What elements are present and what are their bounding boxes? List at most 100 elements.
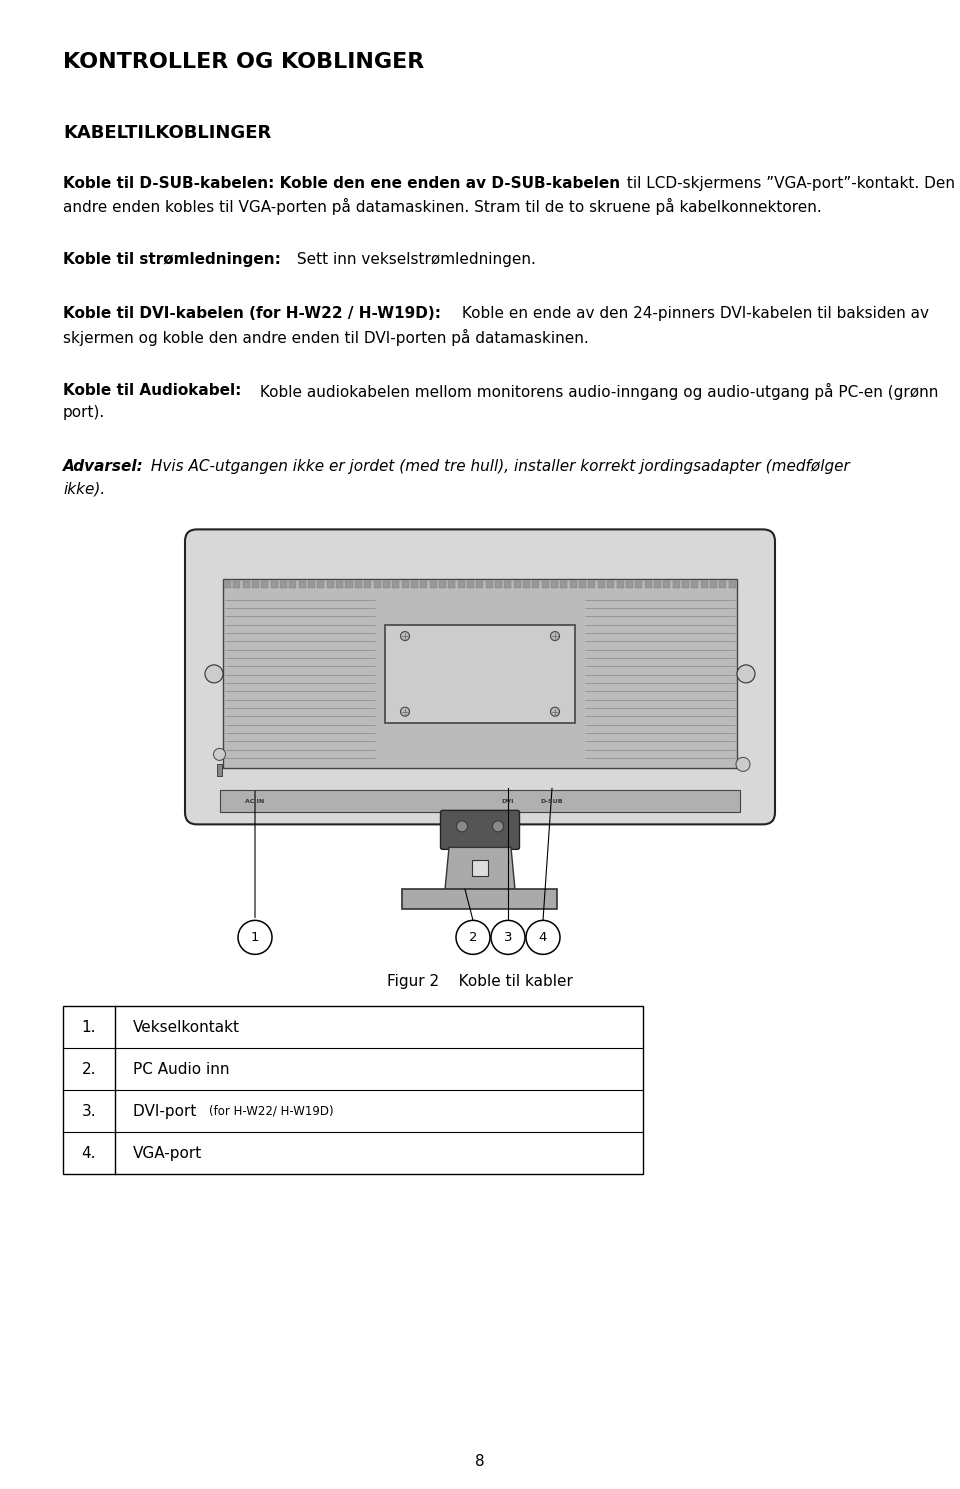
Bar <box>458 581 465 588</box>
Text: 4: 4 <box>539 931 547 944</box>
Bar <box>430 581 437 588</box>
Bar <box>373 581 380 588</box>
Bar <box>336 581 343 588</box>
Bar <box>243 581 250 588</box>
Bar <box>616 581 623 588</box>
Circle shape <box>457 820 468 832</box>
Bar <box>691 581 698 588</box>
Bar <box>308 581 315 588</box>
Bar <box>401 581 409 588</box>
Bar <box>411 581 418 588</box>
Bar <box>476 581 483 588</box>
Bar <box>385 625 575 724</box>
Bar <box>561 581 567 588</box>
Bar <box>719 581 727 588</box>
Bar <box>318 581 324 588</box>
Bar <box>217 764 222 776</box>
Bar <box>402 889 558 910</box>
Text: VGA-port: VGA-port <box>133 1147 203 1161</box>
Bar <box>654 581 660 588</box>
Circle shape <box>526 920 560 954</box>
Bar <box>261 581 269 588</box>
Bar <box>541 581 549 588</box>
Bar <box>467 581 474 588</box>
Bar <box>579 581 587 588</box>
Bar <box>663 581 670 588</box>
Text: (for H-W22/ H-W19D): (for H-W22/ H-W19D) <box>208 1105 333 1118</box>
Bar <box>626 581 633 588</box>
Bar <box>598 581 605 588</box>
Text: 3.: 3. <box>82 1103 96 1118</box>
Circle shape <box>491 920 525 954</box>
Bar <box>63 1007 643 1175</box>
Bar <box>472 861 488 877</box>
Text: 1: 1 <box>251 931 259 944</box>
Bar <box>233 581 240 588</box>
Bar <box>682 581 689 588</box>
Bar <box>644 581 652 588</box>
Text: Sett inn vekselstrømledningen.: Sett inn vekselstrømledningen. <box>292 252 536 268</box>
Text: KABELTILKOBLINGER: KABELTILKOBLINGER <box>63 124 272 141</box>
Text: Figur 2    Koble til kabler: Figur 2 Koble til kabler <box>387 974 573 989</box>
Circle shape <box>737 666 755 683</box>
Bar <box>420 581 427 588</box>
Bar <box>252 581 259 588</box>
Text: Koble til D-SUB-kabelen: Koble den ene enden av D-SUB-kabelen: Koble til D-SUB-kabelen: Koble den ene e… <box>63 176 620 191</box>
Circle shape <box>400 631 410 640</box>
Text: DVI: DVI <box>502 800 515 804</box>
Bar <box>326 581 334 588</box>
Bar <box>364 581 372 588</box>
Bar <box>551 581 558 588</box>
Bar <box>673 581 680 588</box>
Bar <box>636 581 642 588</box>
Circle shape <box>400 707 410 716</box>
Text: 1.: 1. <box>82 1020 96 1035</box>
Text: Koble til Audiokabel:: Koble til Audiokabel: <box>63 383 241 398</box>
Text: skjermen og koble den andre enden til DVI-porten på datamaskinen.: skjermen og koble den andre enden til DV… <box>63 329 588 345</box>
Bar <box>710 581 717 588</box>
Bar <box>355 581 362 588</box>
Text: ikke).: ikke). <box>63 481 106 496</box>
Text: Koble en ende av den 24-pinners DVI-kabelen til baksiden av: Koble en ende av den 24-pinners DVI-kabe… <box>457 307 929 322</box>
Text: Koble til strømledningen:: Koble til strømledningen: <box>63 252 281 268</box>
Text: AC IN: AC IN <box>246 800 265 804</box>
Bar <box>393 581 399 588</box>
Bar <box>383 581 390 588</box>
FancyBboxPatch shape <box>441 810 519 849</box>
Circle shape <box>238 920 272 954</box>
Bar <box>220 791 740 813</box>
Bar <box>729 581 735 588</box>
Text: D-SUB: D-SUB <box>540 800 564 804</box>
Text: PC Audio inn: PC Audio inn <box>133 1062 229 1077</box>
Text: port).: port). <box>63 405 106 420</box>
Bar <box>439 581 446 588</box>
Circle shape <box>456 920 490 954</box>
Bar <box>514 581 520 588</box>
Text: andre enden kobles til VGA-porten på datamaskinen. Stram til de to skruene på ka: andre enden kobles til VGA-porten på dat… <box>63 198 822 216</box>
Text: 3: 3 <box>504 931 513 944</box>
Text: DVI-port: DVI-port <box>133 1103 202 1118</box>
Text: Hvis AC-utgangen ikke er jordet (med tre hull), installer korrekt jordingsadapte: Hvis AC-utgangen ikke er jordet (med tre… <box>146 459 850 474</box>
Bar <box>223 579 737 768</box>
Bar <box>588 581 595 588</box>
Bar <box>346 581 352 588</box>
Text: Vekselkontakt: Vekselkontakt <box>133 1020 240 1035</box>
FancyBboxPatch shape <box>185 530 775 825</box>
Bar <box>299 581 306 588</box>
Text: Advarsel:: Advarsel: <box>63 459 144 474</box>
Bar <box>607 581 614 588</box>
Bar <box>495 581 502 588</box>
Bar <box>701 581 708 588</box>
Circle shape <box>550 707 560 716</box>
Bar <box>271 581 277 588</box>
Text: 8: 8 <box>475 1453 485 1468</box>
Bar <box>289 581 297 588</box>
Circle shape <box>213 749 226 761</box>
Circle shape <box>205 666 223 683</box>
Text: til LCD-skjermens ”VGA-port”-kontakt. Den: til LCD-skjermens ”VGA-port”-kontakt. De… <box>622 176 955 191</box>
Text: KONTROLLER OG KOBLINGER: KONTROLLER OG KOBLINGER <box>63 52 424 71</box>
Text: 2.: 2. <box>82 1062 96 1077</box>
Text: 2: 2 <box>468 931 477 944</box>
Bar <box>504 581 512 588</box>
Bar <box>448 581 455 588</box>
